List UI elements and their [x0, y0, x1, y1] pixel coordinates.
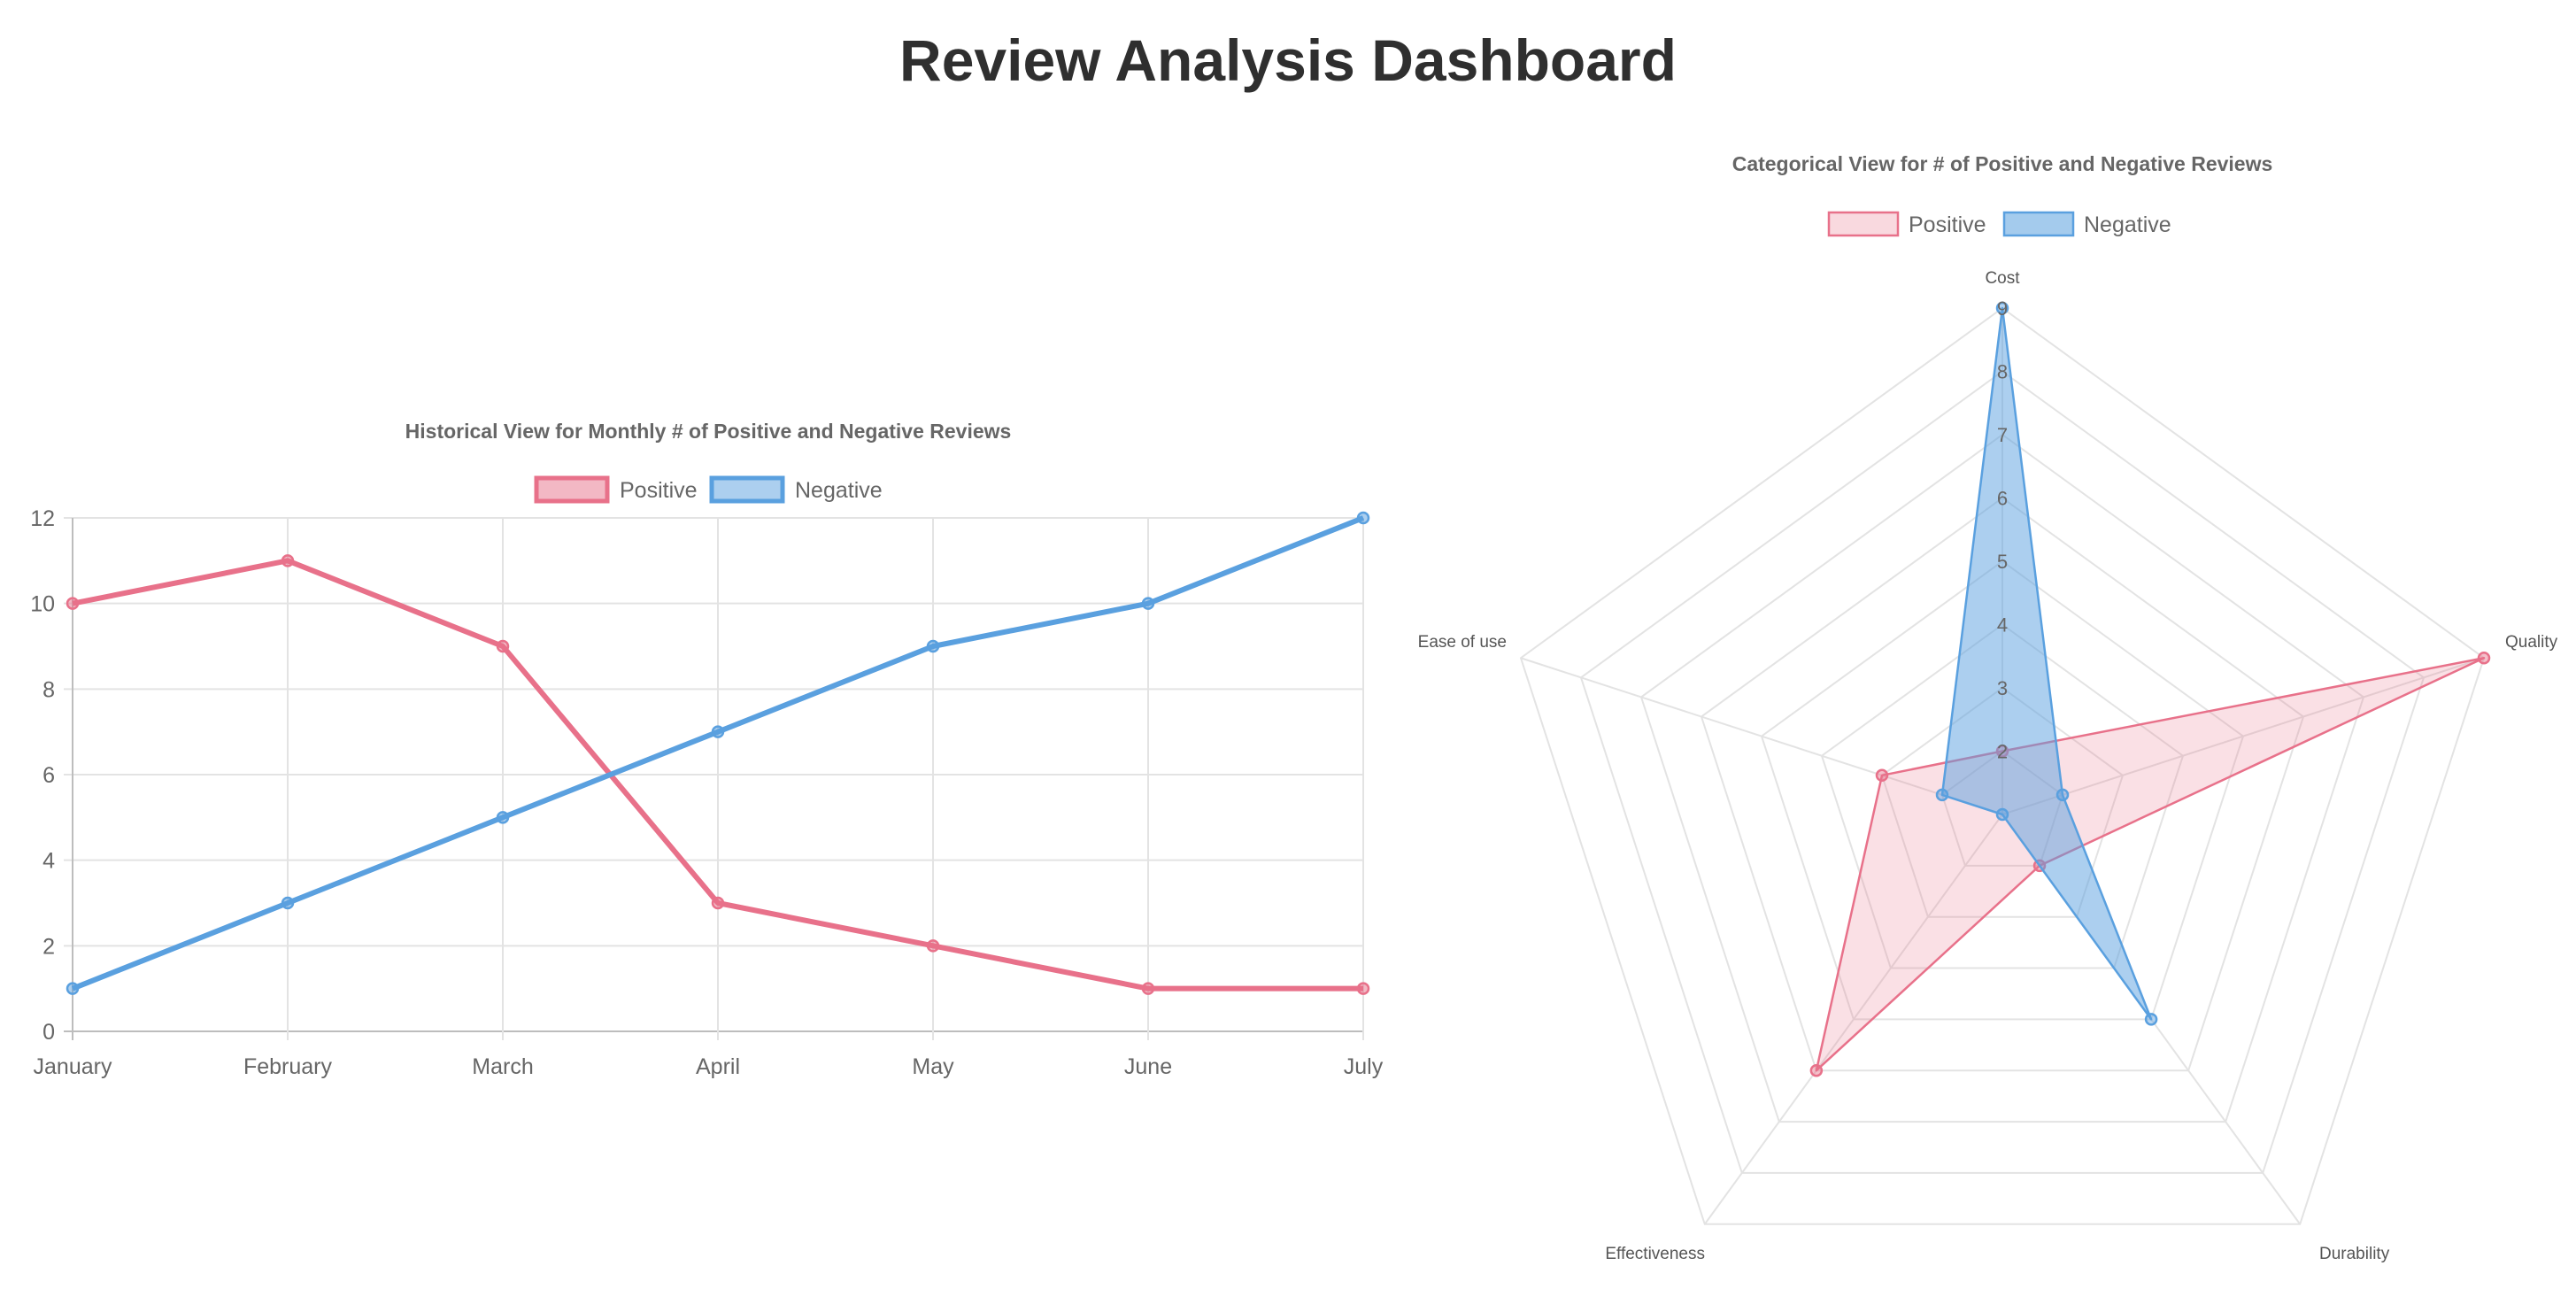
data-point-negative	[66, 982, 80, 995]
data-point-positive	[281, 554, 295, 567]
radar-spoke	[1703, 814, 2003, 1225]
radar-point-positive	[1995, 745, 2009, 758]
y-tick-label: 6	[42, 763, 55, 788]
x-tick-label: May	[912, 1054, 954, 1079]
radar-spoke	[1520, 657, 2003, 815]
data-point-negative	[1141, 597, 1155, 610]
legend-label: Negative	[2084, 212, 2171, 237]
radar-ring	[1880, 686, 2125, 918]
legend-swatch	[709, 475, 785, 504]
y-tick-label: 0	[42, 1020, 55, 1045]
radar-axis-label: Ease of use	[1418, 633, 1507, 652]
data-point-positive	[1141, 982, 1155, 995]
legend-swatch	[1827, 211, 1900, 237]
line-chart-series	[66, 511, 1370, 995]
data-point-negative	[496, 811, 510, 824]
data-point-positive	[711, 896, 725, 910]
y-tick-label: 10	[30, 592, 55, 617]
legend-item-positive: Positive	[534, 475, 698, 504]
legend-item-negative: Negative	[2002, 211, 2171, 237]
radar-point-negative	[1995, 807, 2009, 822]
radar-point-negative	[2144, 1013, 2158, 1026]
radar-point-negative	[1935, 788, 1949, 802]
radar-point-positive	[2032, 859, 2047, 873]
legend-swatch	[2002, 211, 2075, 237]
radar-chart-ticks: 2 3 4 5 6 7 8 9	[1997, 297, 2008, 763]
radar-tick-label: 8	[1997, 361, 2008, 383]
x-tick-label: June	[1124, 1054, 1172, 1079]
x-tick-label: January	[34, 1054, 112, 1079]
data-point-positive	[1356, 982, 1370, 995]
radar-axis-label: Durability	[2319, 1245, 2390, 1263]
data-point-negative	[926, 639, 940, 653]
radar-ring	[1579, 370, 2426, 1174]
data-point-negative	[711, 725, 725, 738]
radar-area-positive	[1815, 656, 2486, 1072]
radar-tick-label: 2	[1997, 741, 2008, 763]
radar-chart-legend: Positive Negative	[1827, 211, 2171, 237]
data-point-positive	[66, 597, 80, 610]
x-tick-label: April	[696, 1054, 740, 1079]
legend-item-negative: Negative	[709, 475, 883, 504]
legend-label: Negative	[795, 478, 883, 503]
line-chart-legend: Positive Negative	[534, 475, 883, 504]
radar-tick-label: 7	[1997, 424, 2008, 446]
data-point-positive	[496, 639, 510, 653]
radar-spoke	[2001, 657, 2485, 815]
x-tick-label: July	[1344, 1054, 1384, 1079]
radar-chart-title: Categorical View for # of Positive and N…	[1732, 152, 2273, 175]
radar-ring	[1519, 306, 2486, 1225]
radar-point-negative	[2055, 788, 2070, 802]
radar-point-negative	[1995, 301, 2009, 315]
radar-ring	[1940, 750, 2064, 867]
radar-chart-point-labels: Cost Quality Durability Effectiveness Ease o…	[1418, 269, 2558, 1263]
data-point-negative	[281, 896, 295, 910]
line-chart-title: Historical View for Monthly # of Positiv…	[405, 420, 1012, 443]
y-tick-label: 2	[42, 934, 55, 959]
data-point-negative	[1356, 511, 1370, 525]
legend-item-positive: Positive	[1827, 211, 1986, 237]
y-tick-label: 12	[30, 506, 55, 531]
radar-ring	[1700, 497, 2305, 1072]
radar-ring	[1760, 560, 2245, 1021]
radar-spoke	[2001, 814, 2302, 1225]
radar-tick-label: 9	[1997, 297, 2008, 320]
radar-axis-label: Effectiveness	[1605, 1245, 1705, 1263]
radar-area-negative	[1940, 306, 2153, 1021]
radar-axis-label: Cost	[1985, 269, 2020, 288]
radar-tick-label: 3	[1997, 677, 2008, 699]
x-tick-label: March	[472, 1054, 533, 1079]
radar-ring	[1639, 433, 2365, 1123]
radar-point-positive	[1809, 1063, 1824, 1077]
radar-tick-label: 4	[1997, 614, 2008, 637]
legend-label: Positive	[1909, 212, 1986, 237]
legend-label: Positive	[620, 478, 698, 503]
data-point-positive	[926, 939, 940, 953]
line-chart-ticks: 0 2 4 6 8 10 12 January February March April May Jun…	[30, 506, 1384, 1079]
radar-chart-grid	[1519, 306, 2486, 1225]
y-tick-label: 4	[42, 849, 55, 874]
radar-tick-label: 6	[1997, 488, 2008, 510]
radar-ring	[1820, 623, 2185, 969]
x-tick-label: February	[243, 1054, 333, 1079]
legend-swatch	[534, 475, 610, 504]
radar-tick-label: 5	[1997, 551, 2008, 573]
radar-chart-series	[1809, 301, 2491, 1077]
radar-axis-label: Quality	[2505, 633, 2558, 652]
line-chart: Historical View for Monthly # of Positiv…	[30, 420, 1384, 1079]
page-title: Review Analysis Dashboard	[899, 27, 1677, 93]
radar-point-positive	[2477, 651, 2491, 665]
y-tick-label: 8	[42, 677, 55, 702]
radar-point-positive	[1875, 768, 1889, 783]
